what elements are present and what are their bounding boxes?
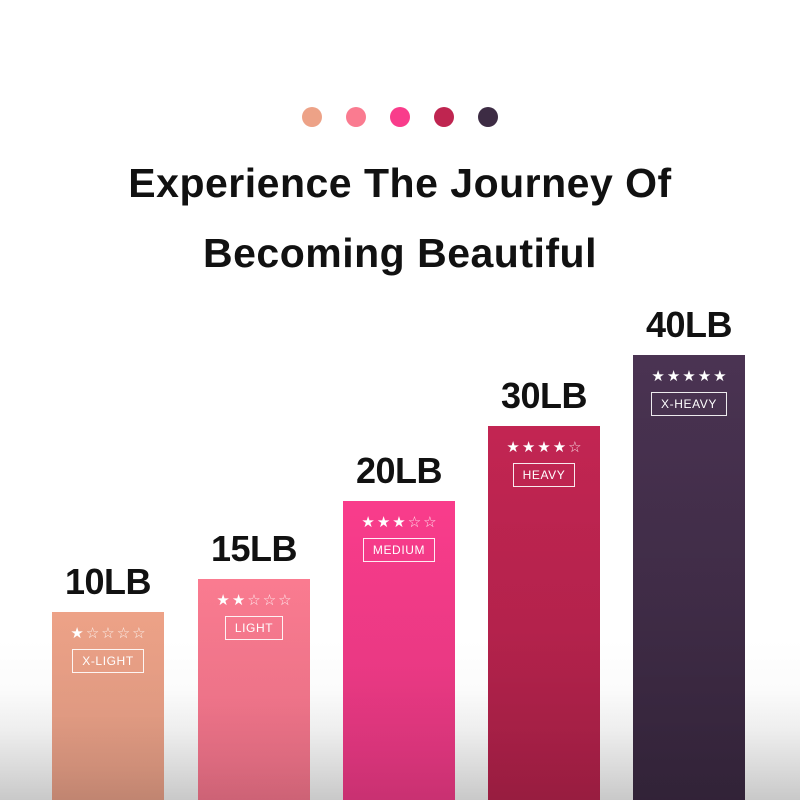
star-empty-icon: ☆ xyxy=(132,625,146,642)
bar-group-10lb[interactable]: 10LB ★ ☆ ☆ ☆ ☆ X-LIGHT xyxy=(52,564,164,800)
dot-x-light xyxy=(302,107,322,127)
star-rating: ★ ★ ★ ★ ☆ xyxy=(506,440,581,456)
level-badge: MEDIUM xyxy=(362,538,436,562)
bar-column[interactable]: ★ ☆ ☆ ☆ ☆ X-LIGHT xyxy=(52,612,164,800)
star-filled-icon: ★ xyxy=(682,368,696,385)
star-filled-icon: ★ xyxy=(552,439,567,456)
bar-content: ★ ★ ★ ★ ★ X-HEAVY xyxy=(633,355,745,416)
star-empty-icon: ☆ xyxy=(85,625,100,642)
dot-x-heavy xyxy=(478,107,498,127)
star-empty-icon: ☆ xyxy=(247,592,261,609)
bar-weight-label: 40LB xyxy=(645,304,733,345)
star-filled-icon: ★ xyxy=(651,368,665,385)
bar-content: ★ ★ ★ ★ ☆ HEAVY xyxy=(488,426,600,487)
star-filled-icon: ★ xyxy=(70,625,84,642)
headline-line-1: Experience The Journey Of xyxy=(128,160,672,206)
star-rating: ★ ☆ ☆ ☆ ☆ xyxy=(70,626,145,642)
headline-line-2: Becoming Beautiful xyxy=(203,230,597,276)
bar-group-15lb[interactable]: 15LB ★ ★ ☆ ☆ ☆ LIGHT xyxy=(198,531,310,800)
level-badge: X-LIGHT xyxy=(72,649,144,673)
bar-column[interactable]: ★ ★ ☆ ☆ ☆ LIGHT xyxy=(198,579,310,800)
star-rating: ★ ★ ★ ★ ★ xyxy=(651,369,726,385)
color-swatch-row xyxy=(0,107,800,127)
bar-content: ★ ★ ☆ ☆ ☆ LIGHT xyxy=(198,579,310,640)
bar-group-40lb[interactable]: 40LB ★ ★ ★ ★ ★ X-HEAVY xyxy=(633,307,745,800)
bar-group-30lb[interactable]: 30LB ★ ★ ★ ★ ☆ HEAVY xyxy=(488,378,600,800)
bar-weight-label: 15LB xyxy=(210,528,298,569)
dot-medium xyxy=(390,107,410,127)
star-filled-icon: ★ xyxy=(537,439,551,456)
star-filled-icon: ★ xyxy=(376,514,391,531)
star-filled-icon: ★ xyxy=(392,514,406,531)
bar-group-20lb[interactable]: 20LB ★ ★ ★ ☆ ☆ MEDIUM xyxy=(343,453,455,800)
bar-weight-label: 10LB xyxy=(64,561,152,602)
star-empty-icon: ☆ xyxy=(423,514,437,531)
level-badge: LIGHT xyxy=(224,616,284,640)
star-empty-icon: ☆ xyxy=(407,514,422,531)
star-rating: ★ ★ ★ ☆ ☆ xyxy=(361,515,436,531)
star-filled-icon: ★ xyxy=(231,592,246,609)
star-filled-icon: ★ xyxy=(216,592,230,609)
star-filled-icon: ★ xyxy=(713,368,727,385)
level-badge: X-HEAVY xyxy=(651,392,727,416)
level-badge: HEAVY xyxy=(512,463,576,487)
star-empty-icon: ☆ xyxy=(278,592,292,609)
bar-content: ★ ★ ★ ☆ ☆ MEDIUM xyxy=(343,501,455,562)
page-title: Experience The Journey Of Becoming Beaut… xyxy=(0,148,800,288)
bar-shading-overlay xyxy=(633,355,745,800)
bar-column[interactable]: ★ ★ ★ ☆ ☆ MEDIUM xyxy=(343,501,455,800)
bar-column[interactable]: ★ ★ ★ ★ ☆ HEAVY xyxy=(488,426,600,800)
bar-weight-label: 20LB xyxy=(355,450,443,491)
star-filled-icon: ★ xyxy=(697,368,712,385)
star-rating: ★ ★ ☆ ☆ ☆ xyxy=(216,593,291,609)
bar-content: ★ ☆ ☆ ☆ ☆ X-LIGHT xyxy=(52,612,164,673)
dot-light xyxy=(346,107,366,127)
star-filled-icon: ★ xyxy=(666,368,681,385)
bar-weight-label: 30LB xyxy=(500,375,588,416)
star-empty-icon: ☆ xyxy=(116,625,131,642)
star-empty-icon: ☆ xyxy=(101,625,115,642)
star-filled-icon: ★ xyxy=(506,439,520,456)
bar-column[interactable]: ★ ★ ★ ★ ★ X-HEAVY xyxy=(633,355,745,800)
dot-heavy xyxy=(434,107,454,127)
star-filled-icon: ★ xyxy=(361,514,375,531)
star-empty-icon: ☆ xyxy=(568,439,582,456)
star-filled-icon: ★ xyxy=(521,439,536,456)
star-empty-icon: ☆ xyxy=(262,592,277,609)
